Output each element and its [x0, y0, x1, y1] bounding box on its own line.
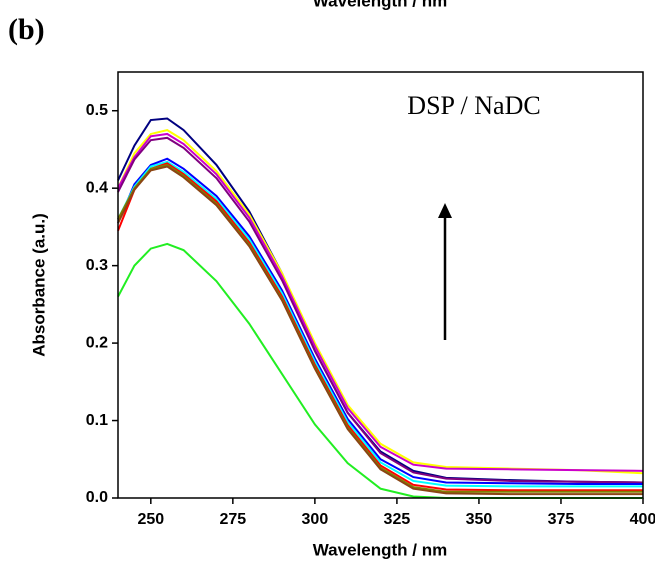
x-tick-label: 400 [630, 511, 655, 528]
x-tick-label: 325 [384, 511, 411, 528]
y-tick-label: 0.5 [86, 102, 108, 119]
y-tick-label: 0.1 [86, 412, 108, 429]
series-line [117, 157, 643, 486]
series-line [117, 160, 643, 488]
x-tick-label: 300 [302, 511, 329, 528]
x-tick-label: 375 [548, 511, 575, 528]
y-tick-label: 0.2 [86, 334, 108, 351]
x-tick-label: 350 [466, 511, 493, 528]
series-line [117, 129, 644, 475]
y-axis-title: Absorbance (a.u.) [29, 213, 48, 357]
arrow-head [438, 203, 452, 218]
y-tick-label: 0.4 [86, 179, 108, 196]
x-tick-label: 275 [219, 511, 246, 528]
annotation: DSP / NaDC [407, 91, 540, 120]
top-caption: Wavelength / nm [313, 0, 447, 10]
series-line [117, 117, 644, 484]
series-line [117, 132, 644, 472]
panel-label: (b) [8, 13, 45, 46]
x-axis-title: Wavelength / nm [313, 540, 447, 559]
x-tick-label: 250 [137, 511, 164, 528]
plot-frame [117, 71, 644, 499]
series-line [117, 136, 644, 484]
annotation-box [378, 82, 570, 132]
series-line [117, 162, 643, 492]
y-tick-label: 0.0 [86, 489, 108, 506]
y-tick-label: 0.3 [86, 257, 108, 274]
series-line [117, 165, 643, 496]
